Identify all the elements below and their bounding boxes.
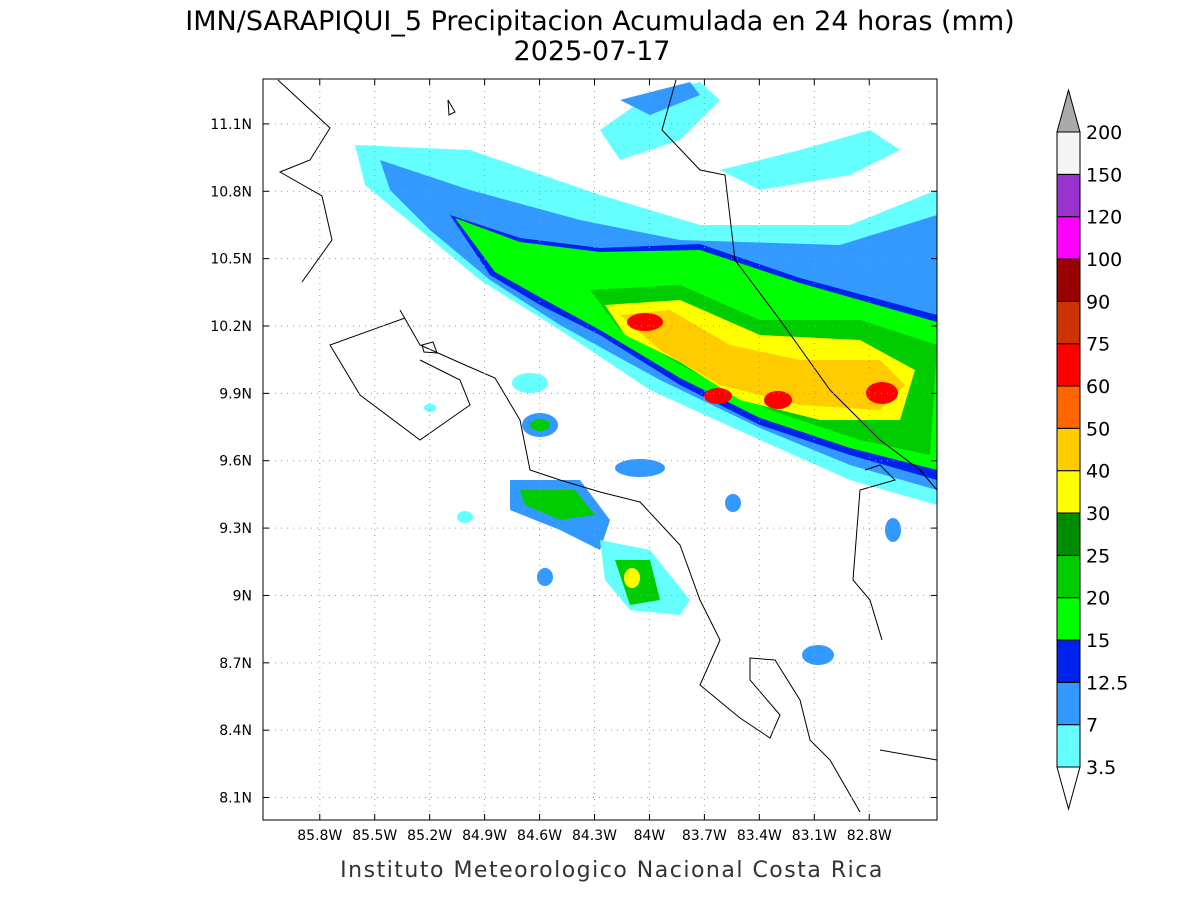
colorbar-segment <box>1056 343 1081 387</box>
colorbar-label: 40 <box>1086 461 1110 483</box>
colorbar-label: 150 <box>1086 164 1122 186</box>
colorbar-label: 60 <box>1086 376 1110 398</box>
map-frame <box>262 78 938 821</box>
colorbar-segment <box>1056 385 1081 429</box>
y-tick-label: 9.3N <box>219 521 252 537</box>
y-tick-label: 8.7N <box>219 656 252 672</box>
x-tick-label: 84.3W <box>572 828 617 844</box>
y-tick-label: 11.1N <box>210 117 252 133</box>
colorbar-label: 50 <box>1086 418 1110 440</box>
colorbar-label: 200 <box>1086 122 1122 144</box>
y-tick-label: 8.1N <box>219 791 252 807</box>
colorbar-segment <box>1056 173 1081 218</box>
colorbar-label: 3.5 <box>1086 757 1116 779</box>
x-tick-label: 84.9W <box>462 828 507 844</box>
y-tick-label: 10.2N <box>210 319 252 335</box>
colorbar-segment <box>1056 681 1081 726</box>
title: IMN/SARAPIQUI_5 Precipitacion Acumulada … <box>185 6 1014 37</box>
y-tick-label: 9N <box>233 588 252 604</box>
x-tick-label: 84W <box>634 828 666 844</box>
y-tick-label: 9.6N <box>219 454 252 470</box>
colorbar-label: 90 <box>1086 291 1110 313</box>
colorbar-label: 7 <box>1086 715 1098 737</box>
x-tick-label: 83.1W <box>792 828 837 844</box>
footer: Instituto Meteorologico Nacional Costa R… <box>340 858 884 883</box>
y-tick-label: 10.8N <box>210 184 252 200</box>
colorbar-label: 30 <box>1086 503 1110 525</box>
colorbar-segment <box>1056 639 1081 683</box>
colorbar-segment <box>1056 216 1081 260</box>
colorbar-segment <box>1056 554 1081 599</box>
colorbar-segment <box>1056 597 1081 641</box>
x-tick-label: 84.6W <box>517 828 562 844</box>
y-tick-label: 8.4N <box>219 723 252 739</box>
precipitation-field <box>355 82 937 665</box>
colorbar-segment <box>1056 724 1081 768</box>
y-tick-label: 10.5N <box>210 252 252 268</box>
x-tick-label: 85.8W <box>297 828 342 844</box>
x-tick-label: 83.4W <box>737 828 782 844</box>
colorbar-label: 12.5 <box>1086 672 1128 694</box>
colorbar-segment <box>1056 470 1081 514</box>
colorbar-segment <box>1056 300 1081 345</box>
x-tick-label: 83.7W <box>682 828 727 844</box>
colorbar-label: 120 <box>1086 207 1122 229</box>
x-tick-label: 85.2W <box>407 828 452 844</box>
y-tick-label: 9.9N <box>219 386 252 402</box>
colorbar-label: 25 <box>1086 545 1110 567</box>
subtitle: 2025-07-17 <box>514 36 671 67</box>
colorbar-segment <box>1056 427 1081 472</box>
colorbar-label: 75 <box>1086 334 1110 356</box>
colorbar-segment <box>1056 131 1081 175</box>
coastlines <box>277 79 937 813</box>
colorbar-under <box>1056 766 1081 811</box>
colorbar-segment <box>1056 258 1081 302</box>
colorbar-label: 20 <box>1086 588 1110 610</box>
x-tick-label: 85.5W <box>352 828 397 844</box>
colorbar-label: 100 <box>1086 249 1122 271</box>
colorbar-label: 15 <box>1086 630 1110 652</box>
x-tick-label: 82.8W <box>847 828 892 844</box>
colorbar-segment <box>1056 512 1081 556</box>
colorbar-over <box>1056 88 1081 133</box>
